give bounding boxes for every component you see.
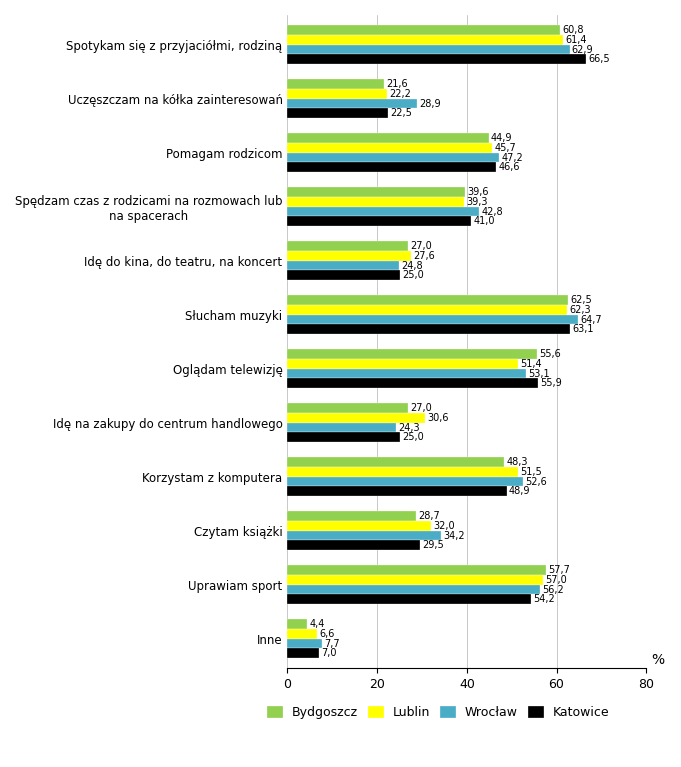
Text: 7,7: 7,7 — [324, 639, 340, 649]
Bar — [287, 271, 400, 280]
Text: 39,3: 39,3 — [466, 197, 488, 207]
Bar — [287, 531, 441, 541]
Text: 53,1: 53,1 — [528, 369, 550, 379]
Bar — [287, 295, 568, 305]
Text: 29,5: 29,5 — [422, 540, 444, 550]
Text: 27,0: 27,0 — [411, 242, 432, 252]
Text: 48,3: 48,3 — [506, 457, 528, 467]
Text: 57,7: 57,7 — [548, 565, 571, 575]
Bar — [287, 541, 419, 550]
Text: 46,6: 46,6 — [498, 162, 520, 173]
Text: 30,6: 30,6 — [427, 413, 448, 423]
Bar — [287, 207, 479, 216]
Bar — [287, 486, 507, 496]
Text: 56,2: 56,2 — [542, 584, 563, 594]
Text: 21,6: 21,6 — [387, 79, 408, 89]
Bar — [287, 216, 471, 226]
Text: 45,7: 45,7 — [494, 143, 516, 153]
Bar — [287, 457, 504, 467]
Text: 47,2: 47,2 — [501, 153, 523, 163]
Text: 24,3: 24,3 — [398, 423, 420, 433]
Text: 22,5: 22,5 — [390, 108, 413, 118]
Text: 55,9: 55,9 — [541, 378, 562, 388]
Bar — [287, 403, 409, 413]
Bar — [287, 512, 416, 521]
Text: 7,0: 7,0 — [321, 648, 336, 658]
Bar — [287, 35, 563, 44]
Text: 27,0: 27,0 — [411, 403, 432, 413]
Text: 6,6: 6,6 — [319, 629, 334, 639]
Bar — [287, 378, 538, 388]
Bar — [287, 584, 539, 594]
Bar — [287, 25, 560, 35]
Text: 57,0: 57,0 — [545, 575, 567, 585]
Text: 25,0: 25,0 — [402, 433, 424, 443]
Bar — [287, 54, 586, 64]
Text: 63,1: 63,1 — [573, 324, 595, 334]
Text: 39,6: 39,6 — [467, 187, 489, 197]
Text: 4,4: 4,4 — [309, 619, 325, 629]
Bar — [287, 314, 577, 324]
Bar — [287, 261, 398, 271]
Bar — [287, 79, 384, 89]
Text: 66,5: 66,5 — [588, 54, 609, 64]
Bar — [287, 594, 530, 604]
Bar — [287, 153, 499, 163]
Text: 24,8: 24,8 — [401, 261, 422, 271]
Text: 44,9: 44,9 — [491, 133, 513, 143]
Bar — [287, 242, 409, 251]
Text: 51,5: 51,5 — [521, 467, 542, 477]
Text: 60,8: 60,8 — [563, 25, 584, 35]
Bar — [287, 413, 425, 423]
Bar — [287, 187, 465, 197]
Text: 22,2: 22,2 — [390, 89, 411, 99]
Bar — [287, 251, 411, 261]
Text: 48,9: 48,9 — [509, 486, 530, 496]
Text: 61,4: 61,4 — [565, 35, 586, 45]
Text: 52,6: 52,6 — [526, 476, 548, 486]
Bar — [287, 324, 571, 334]
Text: 42,8: 42,8 — [481, 206, 503, 216]
Text: 41,0: 41,0 — [473, 216, 495, 226]
Text: 62,5: 62,5 — [570, 295, 592, 305]
Bar — [287, 89, 387, 99]
Bar — [287, 467, 518, 477]
Bar — [287, 350, 537, 359]
Bar — [287, 197, 464, 207]
Bar — [287, 648, 319, 658]
Text: 28,7: 28,7 — [418, 512, 440, 522]
Bar — [287, 639, 322, 648]
Text: 34,2: 34,2 — [443, 531, 464, 541]
Bar — [287, 620, 307, 629]
Bar — [287, 565, 546, 575]
Text: 64,7: 64,7 — [580, 314, 601, 324]
Text: 62,9: 62,9 — [572, 44, 593, 54]
Bar — [287, 359, 518, 369]
Bar — [287, 521, 431, 531]
Text: 55,6: 55,6 — [539, 349, 560, 359]
Text: 27,6: 27,6 — [413, 251, 435, 261]
Text: 62,3: 62,3 — [569, 305, 590, 315]
Legend: Bydgoszcz, Lublin, Wrocław, Katowice: Bydgoszcz, Lublin, Wrocław, Katowice — [262, 701, 615, 724]
Bar — [287, 423, 396, 433]
Bar — [287, 369, 526, 378]
Bar — [287, 108, 388, 118]
Text: 54,2: 54,2 — [533, 594, 554, 604]
Text: 32,0: 32,0 — [433, 521, 455, 531]
Text: 28,9: 28,9 — [419, 98, 441, 109]
Bar — [287, 99, 417, 108]
Text: %: % — [651, 653, 664, 667]
Bar — [287, 575, 543, 584]
Bar — [287, 143, 492, 153]
Bar — [287, 477, 524, 486]
Text: 25,0: 25,0 — [402, 270, 424, 280]
Bar — [287, 44, 569, 54]
Text: 51,4: 51,4 — [520, 359, 542, 369]
Bar — [287, 629, 317, 639]
Bar — [287, 305, 567, 314]
Bar — [287, 433, 400, 442]
Bar — [287, 133, 489, 143]
Bar — [287, 163, 496, 172]
